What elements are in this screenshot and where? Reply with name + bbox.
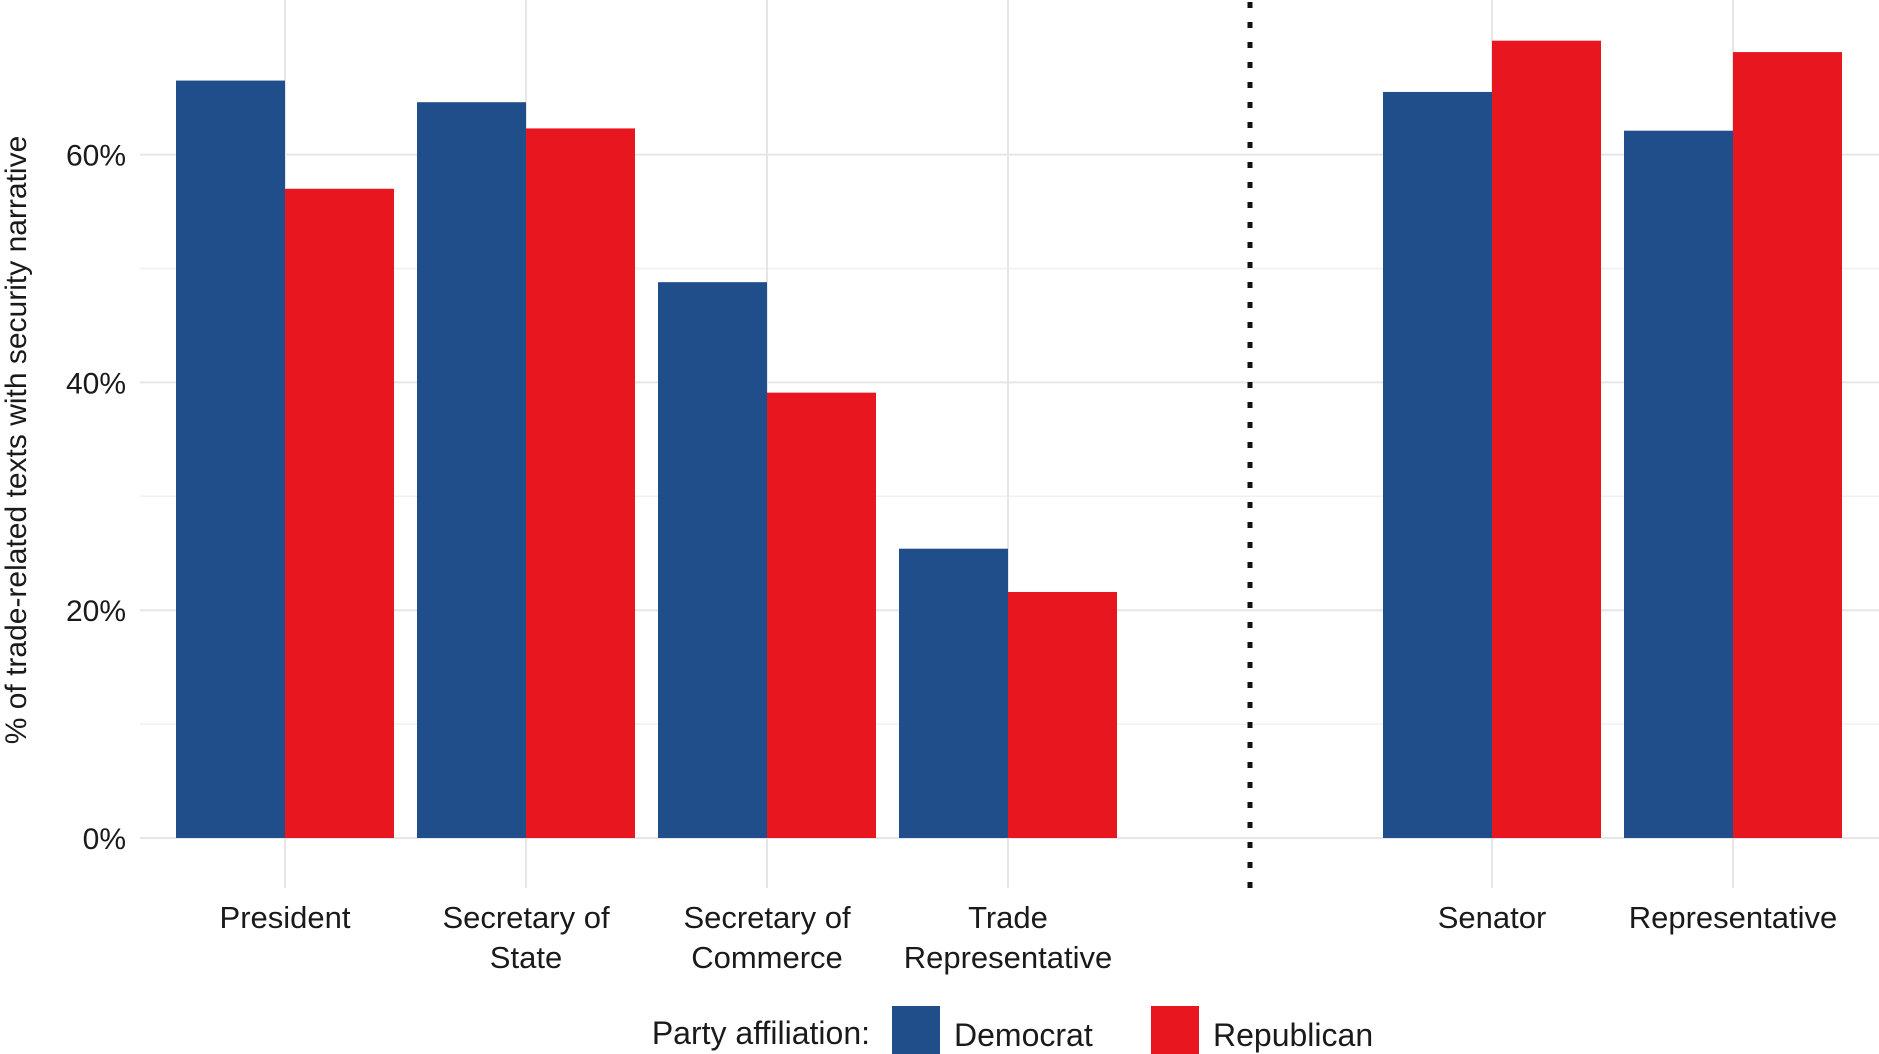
x-tick-label-line: Secretary of [683, 900, 851, 935]
x-tick-label-line: Trade [968, 900, 1048, 935]
x-tick-label-line: Representative [904, 940, 1113, 975]
legend-label-republican: Republican [1213, 1017, 1373, 1053]
bar-democrat-trade-representative [899, 548, 1008, 838]
bar-republican-trade-representative [1008, 591, 1117, 838]
x-tick-label: Senator [1438, 900, 1547, 935]
bar-republican-senator [1492, 40, 1601, 838]
legend-title: Party affiliation: [652, 1015, 870, 1051]
x-tick-label-line: Representative [1629, 900, 1838, 935]
y-tick-label: 40% [66, 367, 126, 400]
bar-republican-president [285, 188, 394, 838]
legend-swatch-republican [1151, 1006, 1199, 1054]
legend-entries: Democrat Republican [892, 1006, 1373, 1054]
bar-democrat-representative [1624, 130, 1733, 838]
x-tick-label-line: State [490, 940, 562, 975]
bar-democrat-secretary-of-state [417, 102, 526, 839]
x-tick-label: Trade Representative [904, 900, 1113, 975]
x-tick-label: Representative [1629, 900, 1838, 935]
y-tick-label: 0% [83, 823, 126, 856]
x-tick-label: President [220, 900, 351, 935]
x-tick-label-line: Commerce [691, 940, 843, 975]
y-axis-label: % of trade-related texts with security n… [0, 136, 33, 745]
x-tick-label: Secretary of State [442, 900, 610, 975]
legend-swatch-democrat [892, 1006, 940, 1054]
y-tick-label: 20% [66, 595, 126, 628]
y-tick-label: 60% [66, 140, 126, 173]
legend: Party affiliation: Democrat Republican [652, 1006, 1373, 1054]
x-tick-label: Secretary of Commerce [683, 900, 851, 975]
x-axis-tick-labels: President Secretary of State Secretary of Co… [220, 900, 1838, 975]
legend-label-democrat: Democrat [954, 1017, 1093, 1053]
bar-republican-secretary-of-commerce [767, 392, 876, 838]
bar-democrat-senator [1383, 91, 1492, 838]
y-axis-tick-labels: 0% 20% 40% 60% [66, 140, 126, 856]
x-tick-label-line: Senator [1438, 900, 1547, 935]
bars [176, 40, 1842, 839]
bar-democrat-president [176, 80, 285, 838]
bar-republican-representative [1733, 52, 1842, 838]
bar-democrat-secretary-of-commerce [658, 282, 767, 839]
bar-republican-secretary-of-state [526, 128, 635, 838]
x-tick-label-line: Secretary of [442, 900, 610, 935]
x-tick-label-line: President [220, 900, 351, 935]
